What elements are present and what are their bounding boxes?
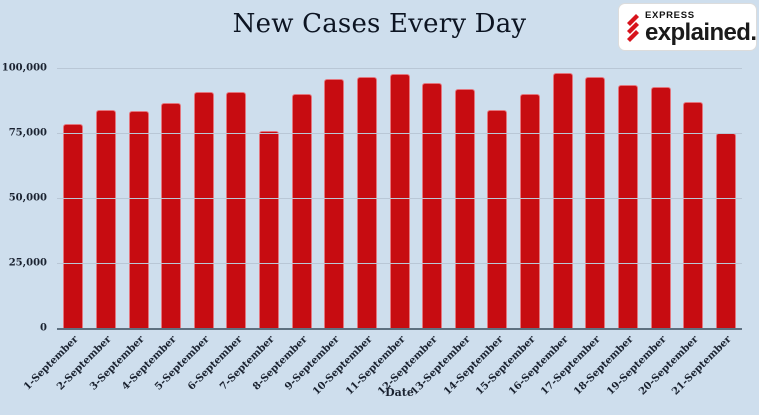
bar-band	[546, 68, 579, 328]
y-axis-labels: 0 25,000 50,000 75,000 100,000	[0, 63, 52, 334]
logo-express-label: EXPRESS	[645, 10, 695, 22]
y-tick-label: 25,000	[8, 257, 47, 269]
bar-band	[612, 68, 645, 328]
bar	[291, 94, 312, 328]
x-axis-title: Date	[385, 386, 414, 399]
bar	[617, 85, 638, 328]
bar-band	[514, 68, 547, 328]
gridline	[57, 133, 742, 134]
chart-title: New Cases Every Day	[232, 9, 527, 39]
bar-band	[188, 68, 221, 328]
logo-text: EXPRESS explained.	[645, 10, 757, 46]
bar	[389, 74, 410, 328]
bar	[683, 102, 704, 328]
bar	[63, 124, 84, 328]
x-tick-cell: 21-September	[670, 332, 743, 398]
bar-band	[155, 68, 188, 328]
bar	[585, 77, 606, 328]
bar	[715, 133, 736, 328]
bar	[226, 92, 247, 328]
bar-band	[253, 68, 286, 328]
indian-express-mark-icon	[627, 13, 639, 42]
y-tick-label: 50,000	[8, 192, 47, 204]
bar-band	[579, 68, 612, 328]
bar-band	[644, 68, 677, 328]
bar	[324, 79, 345, 328]
bar	[128, 111, 149, 328]
bars-container	[57, 68, 742, 328]
bar	[95, 110, 116, 328]
bar-band	[351, 68, 384, 328]
bar	[259, 131, 280, 328]
bar	[487, 110, 508, 328]
y-tick-label: 0	[40, 322, 47, 334]
bar-band	[90, 68, 123, 328]
bar-band	[677, 68, 710, 328]
bar	[520, 94, 541, 328]
logo-explained-label: explained.	[645, 18, 757, 46]
bar-band	[481, 68, 514, 328]
express-explained-logo: EXPRESS explained.	[618, 3, 757, 51]
bar-band	[220, 68, 253, 328]
y-tick-label: 75,000	[8, 127, 47, 139]
bar-band	[122, 68, 155, 328]
bar	[193, 92, 214, 328]
plot-area	[57, 68, 742, 330]
bar-band	[383, 68, 416, 328]
x-axis-labels: 1-September 2-September 3-September 4-Septe…	[22, 332, 743, 398]
bar-band	[416, 68, 449, 328]
gridline	[57, 68, 742, 69]
bar-band	[318, 68, 351, 328]
bar	[454, 89, 475, 328]
y-tick-label: 100,000	[1, 62, 47, 74]
bar-band	[57, 68, 90, 328]
gridline	[57, 198, 742, 199]
x-tick-label: 1-September	[22, 334, 82, 393]
gridline	[57, 263, 742, 264]
bar	[552, 73, 573, 328]
bar-band	[285, 68, 318, 328]
logo-red-dot: .	[750, 18, 757, 46]
bar	[650, 87, 671, 328]
bar	[422, 83, 443, 328]
bar	[161, 103, 182, 328]
bar-band	[449, 68, 482, 328]
bar	[356, 77, 377, 328]
